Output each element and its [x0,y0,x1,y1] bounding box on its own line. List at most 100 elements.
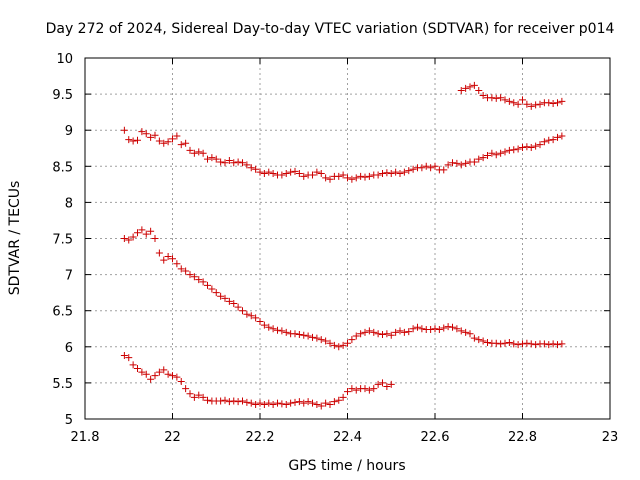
data-point [365,386,373,394]
data-point [453,159,461,167]
y-axis-label: SDTVAR / TECUs [7,181,23,296]
data-point [199,278,207,286]
series-upper-right [457,81,566,110]
data-point [409,325,417,333]
marks-layer [120,81,566,410]
data-point [475,155,483,163]
data-point [208,285,216,293]
data-point [383,330,391,338]
data-point [422,162,430,170]
data-point [440,324,448,332]
data-point [199,149,207,157]
data-point [431,325,439,333]
data-point [256,318,264,326]
data-point [361,385,369,393]
data-point [234,158,242,166]
data-point [492,94,500,102]
data-point [427,164,435,172]
data-point [142,370,150,378]
data-point [164,138,172,146]
data-point [186,146,194,154]
data-point [190,393,198,401]
data-point [304,398,312,406]
data-point [453,325,461,333]
data-point [295,331,303,339]
x-tick-label: 22.8 [508,430,537,445]
data-point [190,273,198,281]
data-point [225,398,233,406]
data-point [449,323,456,331]
data-point [160,366,168,374]
data-point [142,230,150,238]
data-point [545,341,553,349]
data-point [129,361,137,369]
data-point [418,164,426,172]
y-tick-label: 6 [65,341,73,356]
data-point [457,161,465,169]
data-point [282,170,290,178]
data-point [239,307,246,315]
y-tick-label: 8.5 [52,160,73,175]
data-point [370,385,378,393]
data-point [155,249,163,257]
data-point [475,336,483,344]
y-tick-label: 9 [65,124,73,139]
data-point [243,161,251,169]
data-point [545,99,553,107]
data-point [199,393,207,401]
data-point [326,401,334,409]
data-point [295,398,303,406]
data-point [497,94,505,102]
data-point [155,368,163,376]
data-point [173,260,181,268]
data-point [352,174,360,182]
data-point [449,159,456,167]
data-point [164,370,172,378]
data-point [195,276,203,284]
x-tick-label: 22.2 [246,430,275,445]
data-point [519,144,526,152]
data-point [540,138,548,146]
data-point [387,380,395,388]
data-point [387,331,395,339]
data-point [339,171,347,179]
x-axis-label: GPS time / hours [288,458,405,474]
data-point [221,396,229,404]
x-tick-label: 22.6 [421,430,450,445]
data-point [479,154,487,162]
data-point [309,399,316,407]
data-point [532,341,540,349]
data-point [492,151,500,159]
data-point [501,96,509,104]
data-point [488,94,496,102]
data-point [134,364,141,372]
data-point [317,170,325,178]
x-tick-label: 23 [602,430,619,445]
data-point [239,397,246,405]
data-point [514,145,522,153]
data-point [457,86,465,94]
data-point [427,325,435,333]
data-point [225,157,233,165]
data-point [129,137,137,145]
data-point [313,334,321,342]
data-point [383,169,391,177]
data-point [317,402,325,410]
data-point [549,99,557,107]
data-point [247,164,255,172]
data-point [186,271,194,279]
data-point [177,265,185,273]
data-point [282,328,290,336]
data-point [339,341,347,349]
data-point [147,133,155,141]
data-point [379,379,386,387]
data-point [466,330,474,338]
data-point [243,398,251,406]
data-point [536,100,544,108]
data-point [400,328,408,336]
data-point [234,398,242,406]
data-point [260,401,268,409]
grid-layer [85,58,610,419]
data-point [204,155,211,163]
data-point [370,328,378,336]
